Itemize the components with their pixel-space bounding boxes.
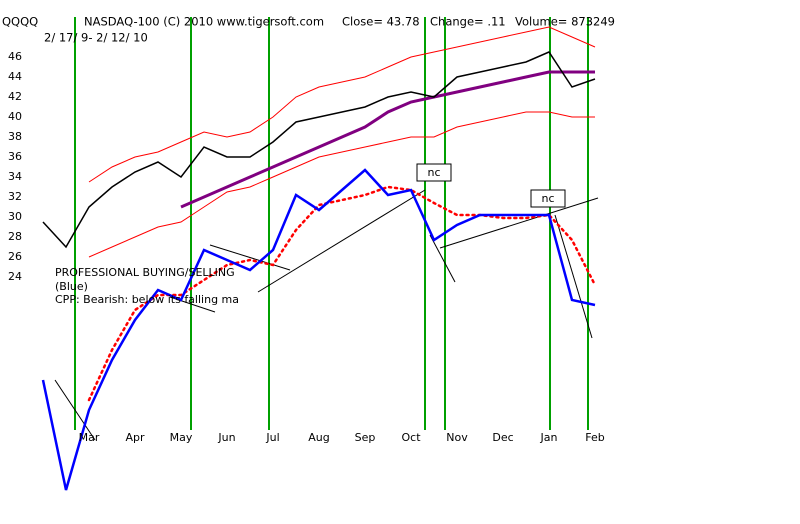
change: Change= .11 (430, 15, 506, 29)
chart-title: NASDAQ-100 (C) 2010 www.tigersoft.com (84, 15, 324, 29)
y-tick-label: 26 (8, 250, 22, 263)
ticker: QQQQ (2, 15, 38, 29)
close: Close= 43.78 (342, 15, 420, 29)
y-tick-label: 38 (8, 130, 22, 143)
trend-line (257, 189, 426, 293)
y-tick-label: 24 (8, 270, 22, 283)
y-tick-label: 30 (8, 210, 22, 223)
trend-line (439, 197, 599, 249)
trend-line (54, 379, 96, 441)
x-tick-label: Nov (446, 431, 468, 444)
y-tick-label: 40 (8, 110, 22, 123)
x-tick-label: Jul (265, 431, 279, 444)
x-tick-label: Jan (540, 431, 558, 444)
nc-box (530, 189, 566, 208)
series-line (88, 111, 595, 258)
y-tick-label: 36 (8, 150, 22, 163)
x-tick-label: Jun (217, 431, 235, 444)
x-tick-label: Aug (308, 431, 329, 444)
x-tick-label: Oct (401, 431, 421, 444)
x-tick-label: Mar (79, 431, 100, 444)
x-tick-label: Sep (355, 431, 376, 444)
annotation: (Blue) (55, 280, 88, 293)
annotation: CPP: Bearish: below its falling ma (55, 293, 239, 306)
trend-lines (54, 189, 599, 441)
subtitle: 2/ 17/ 9- 2/ 12/ 10 (44, 31, 148, 45)
nc-box (416, 163, 452, 182)
x-tick-label: Apr (125, 431, 145, 444)
trend-line (429, 234, 456, 283)
series-line (87, 185, 597, 402)
x-tick-label: Feb (585, 431, 604, 444)
y-tick-label: 32 (8, 190, 22, 203)
trend-line (209, 244, 291, 271)
x-tick-label: Dec (492, 431, 513, 444)
series-line (41, 168, 596, 491)
y-tick-label: 34 (8, 170, 22, 183)
volume: Volume= 873249 (515, 15, 615, 29)
annotation: nc (541, 192, 554, 205)
series-line (42, 51, 596, 249)
plot (41, 26, 597, 491)
y-tick-label: 28 (8, 230, 22, 243)
x-tick-label: May (170, 431, 193, 444)
series-line (180, 70, 595, 209)
y-tick-label: 44 (8, 70, 22, 83)
y-tick-label: 42 (8, 90, 22, 103)
y-tick-label: 46 (8, 50, 22, 63)
annotation: PROFESSIONAL BUYING/SELLING (55, 266, 235, 279)
annotation: nc (427, 166, 440, 179)
trend-line (554, 214, 593, 339)
signal-lines (74, 17, 589, 430)
series-line (88, 26, 596, 183)
